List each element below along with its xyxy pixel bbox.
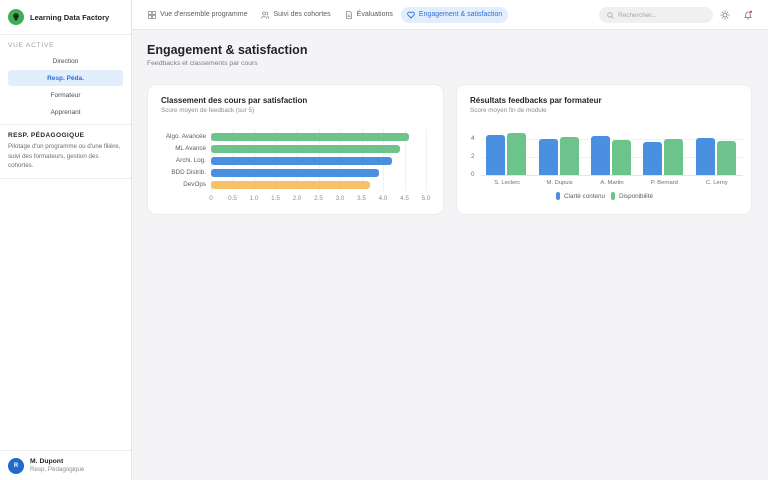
chart-title: Classement des cours par satisfaction (161, 96, 308, 105)
x-tick-label: 2.0 (292, 195, 302, 202)
x-tick-label: 0 (209, 195, 213, 202)
user-name: M. Dupont (30, 458, 64, 465)
view-section-label: VUE ACTIVE (8, 42, 55, 49)
x-category-label: C. Leroy (705, 180, 728, 186)
chart-title: Résultats feedbacks par formateur (470, 96, 602, 105)
x-category-label: P. Bernard (650, 180, 678, 186)
y-tick-label: 4 (471, 135, 475, 142)
notifications-button[interactable] (742, 9, 754, 21)
bar-disponibilite[interactable] (559, 137, 579, 175)
lightbulb-logo-icon (8, 9, 24, 25)
x-tick-label: 5.0 (421, 195, 431, 202)
legend-swatch-icon (556, 192, 560, 200)
search-input[interactable]: Rechercher... (599, 7, 713, 23)
legend-label: Disponibilité (619, 192, 653, 200)
users-icon (261, 11, 270, 19)
view-item-apprenant[interactable]: Apprenant (50, 108, 81, 116)
avatar: R (8, 457, 24, 474)
top-navigation: Vue d'ensemble programme Suivi des cohor… (132, 0, 768, 30)
tab-vue-ensemble[interactable]: Vue d'ensemble programme (142, 7, 253, 23)
x-gridline (426, 129, 427, 191)
x-tick-label: 1.5 (271, 195, 280, 202)
bar-category-label: DevOps (183, 181, 206, 188)
bar-category-label: ML Avancé (175, 145, 206, 152)
bar[interactable] (211, 144, 401, 153)
heart-icon (407, 11, 415, 19)
bar-clarte[interactable] (695, 138, 715, 175)
chart-subtitle: Score moyen de feedback (sur 5) (161, 107, 255, 114)
course-ranking-card: Classement des cours par satisfaction Sc… (147, 84, 444, 215)
view-item-formateur[interactable]: Formateur (50, 91, 81, 99)
tab-label: Engagement & satisfaction (418, 11, 503, 18)
bar-clarte[interactable] (643, 141, 663, 175)
tab-label: Suivi des cohortes (273, 11, 331, 18)
document-icon (345, 10, 352, 19)
bar[interactable] (211, 168, 379, 177)
role-description-box: RESP. PÉDAGOGIQUE Pilotage d'un programm… (0, 124, 131, 179)
role-title: RESP. PÉDAGOGIQUE (8, 132, 85, 139)
search-placeholder: Rechercher... (618, 11, 657, 19)
bar-disponibilite[interactable] (664, 139, 684, 175)
x-tick-label: 1.0 (249, 195, 259, 202)
view-item-resp-peda[interactable]: Resp. Péda. (8, 70, 123, 86)
trainer-feedback-card: Résultats feedbacks par formateur Score … (456, 84, 752, 215)
bell-icon (744, 10, 753, 20)
bar-clarte[interactable] (486, 134, 506, 175)
bar-disponibilite[interactable] (716, 140, 736, 175)
bar-category-label: BDD Distrib. (171, 169, 206, 176)
x-category-label: S. Leclerc (494, 180, 521, 186)
sun-icon (720, 10, 730, 20)
role-description: Pilotage d'un programme ou d'une filière… (8, 143, 121, 169)
user-role: Resp. Pédagogique (30, 466, 85, 473)
legend-swatch-icon (611, 192, 615, 200)
x-tick-label: 0.5 (228, 195, 237, 202)
y-tick-label: 0 (471, 171, 475, 178)
x-tick-label: 3.0 (335, 195, 345, 202)
bar-clarte[interactable] (591, 136, 610, 175)
app-name: Learning Data Factory (30, 12, 110, 22)
view-list: Direction Resp. Péda. Formateur Apprenan… (0, 53, 131, 120)
x-category-label: A. Martin (600, 180, 624, 186)
user-profile[interactable]: R M. Dupont Resp. Pédagogique (0, 450, 131, 480)
bar-disponibilite[interactable] (507, 132, 527, 175)
view-item-direction[interactable]: Direction (52, 57, 79, 65)
theme-toggle-button[interactable] (719, 9, 731, 21)
legend-item[interactable]: Disponibilité (611, 192, 653, 200)
x-tick-label: 2.5 (314, 195, 323, 202)
bar-category-label: Archi. Log. (175, 157, 206, 164)
legend-item[interactable]: Clarté contenu (556, 192, 605, 200)
y-gridline (481, 175, 743, 176)
bar[interactable] (211, 132, 409, 141)
tab-evaluations[interactable]: Évaluations (339, 7, 399, 23)
bar-category-label: Algo. Avancée (165, 133, 206, 140)
x-category-label: M. Dupuis (546, 180, 573, 186)
search-icon (607, 11, 614, 19)
x-gridline (404, 129, 406, 191)
sidebar: Learning Data Factory VUE ACTIVE Directi… (0, 0, 132, 480)
x-tick-label: 3.5 (357, 195, 366, 202)
y-gridline (481, 139, 743, 140)
bar[interactable] (211, 180, 371, 189)
y-tick-label: 2 (471, 153, 475, 160)
tab-label: Évaluations (356, 11, 393, 18)
legend-label: Clarté contenu (564, 192, 605, 200)
x-tick-label: 4.5 (400, 195, 409, 202)
grid-icon (148, 10, 156, 19)
chart-subtitle: Score moyen fin de module (470, 107, 547, 114)
tab-label: Vue d'ensemble programme (160, 11, 248, 18)
bar-clarte[interactable] (538, 139, 558, 175)
page-title: Engagement & satisfaction (147, 43, 308, 57)
x-tick-label: 4.0 (378, 195, 388, 202)
page-subtitle: Feedbacks et classements par cours (147, 60, 258, 67)
bar[interactable] (211, 156, 392, 165)
tab-engagement-satisfaction[interactable]: Engagement & satisfaction (400, 6, 509, 23)
bar-disponibilite[interactable] (612, 139, 631, 175)
brand[interactable]: Learning Data Factory (0, 0, 131, 35)
tab-suivi-cohortes[interactable]: Suivi des cohortes (255, 7, 336, 23)
